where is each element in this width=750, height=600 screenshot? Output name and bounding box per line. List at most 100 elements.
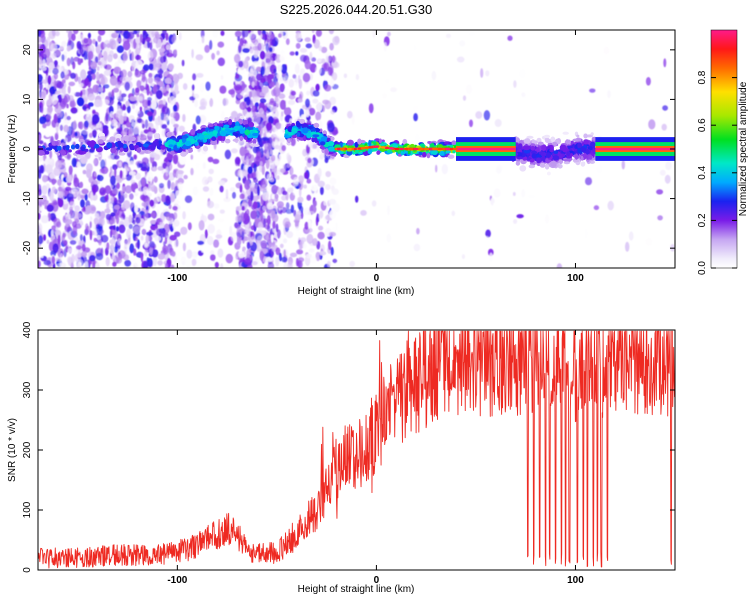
- noise-blob: [157, 166, 164, 171]
- noise-blob: [537, 189, 544, 200]
- noise-blob: [111, 34, 116, 39]
- noise-blob: [217, 218, 225, 223]
- noise-blob: [645, 77, 651, 86]
- ridge-blob: [577, 142, 582, 149]
- noise-blob: [315, 111, 322, 121]
- colorbar-tick-label: 0.4: [697, 165, 708, 179]
- noise-blob: [323, 61, 330, 72]
- noise-blob: [383, 42, 388, 52]
- noise-blob: [493, 201, 500, 208]
- noise-blob: [140, 235, 144, 241]
- noise-blob: [89, 221, 92, 229]
- noise-blob: [69, 206, 73, 212]
- noise-blob: [180, 226, 188, 235]
- ridge-peak: [403, 147, 409, 151]
- noise-blob: [416, 227, 420, 235]
- noise-blob: [332, 258, 338, 264]
- noise-blob: [91, 129, 97, 136]
- noise-blob: [665, 161, 672, 171]
- noise-blob: [259, 50, 266, 60]
- noise-blob: [71, 253, 75, 264]
- noise-blob: [204, 229, 208, 239]
- noise-blob: [483, 110, 491, 121]
- noise-blob: [191, 84, 195, 91]
- noise-blob: [113, 66, 122, 75]
- noise-blob: [150, 99, 157, 110]
- noise-blob: [246, 248, 250, 258]
- ridge-peak: [445, 147, 451, 151]
- noise-blob: [244, 258, 252, 265]
- noise-blob: [109, 203, 113, 209]
- noise-blob: [297, 196, 304, 203]
- noise-blob: [238, 45, 242, 54]
- noise-blob: [295, 226, 301, 231]
- noise-blob: [305, 109, 310, 118]
- noise-blob: [174, 127, 177, 132]
- noise-blob: [204, 44, 210, 53]
- noise-blob: [275, 122, 282, 130]
- noise-blob: [153, 84, 158, 95]
- noise-blob: [90, 61, 98, 69]
- noise-blob: [119, 161, 122, 167]
- noise-blob: [250, 225, 256, 231]
- noise-blob: [156, 193, 162, 202]
- noise-blob: [493, 188, 501, 198]
- noise-blob: [60, 71, 65, 79]
- ridge-blob: [128, 136, 134, 142]
- noise-blob: [209, 187, 214, 196]
- noise-blob: [323, 113, 327, 123]
- noise-blob: [217, 41, 225, 48]
- noise-blob: [306, 90, 311, 96]
- noise-blob: [131, 121, 137, 128]
- noise-blob: [252, 61, 260, 66]
- noise-blob: [129, 243, 135, 254]
- noise-blob: [173, 104, 178, 112]
- noise-blob: [51, 94, 58, 105]
- noise-blob: [50, 88, 54, 97]
- noise-blob: [207, 223, 215, 234]
- noise-blob: [46, 204, 54, 212]
- noise-blob: [122, 53, 128, 62]
- noise-blob: [382, 92, 387, 99]
- noise-blob: [280, 111, 284, 117]
- ridge-blob: [233, 125, 241, 130]
- ridge-blob: [553, 150, 559, 154]
- noise-blob: [156, 228, 163, 237]
- noise-blob: [264, 253, 272, 257]
- noise-blob: [242, 168, 245, 179]
- noise-blob: [38, 30, 42, 38]
- snr-xtick-label: 100: [567, 575, 584, 586]
- noise-blob: [143, 211, 149, 221]
- noise-blob: [317, 180, 325, 188]
- ridge-blob: [552, 141, 558, 147]
- noise-blob: [134, 70, 142, 78]
- noise-blob: [69, 102, 75, 108]
- noise-blob: [241, 205, 245, 211]
- noise-blob: [65, 216, 69, 227]
- noise-blob: [51, 52, 57, 59]
- noise-blob: [303, 184, 307, 189]
- noise-blob: [146, 171, 154, 182]
- noise-blob: [230, 110, 238, 120]
- noise-blob: [164, 77, 172, 84]
- noise-blob: [145, 234, 149, 245]
- noise-blob: [252, 201, 258, 210]
- noise-blob: [344, 33, 352, 43]
- noise-blob: [451, 210, 456, 217]
- noise-blob: [235, 99, 241, 105]
- noise-blob: [157, 253, 165, 260]
- ridge-blob: [144, 150, 149, 154]
- noise-blob: [507, 35, 513, 41]
- noise-blob: [68, 45, 72, 51]
- noise-blob: [329, 177, 337, 185]
- noise-blob: [81, 251, 87, 258]
- noise-blob: [157, 260, 163, 266]
- noise-blob: [125, 122, 133, 128]
- noise-blob: [57, 234, 61, 245]
- ridge-blob: [439, 150, 445, 156]
- noise-blob: [98, 99, 103, 107]
- noise-blob: [294, 110, 299, 119]
- noise-blob: [128, 115, 135, 123]
- noise-blob: [235, 80, 243, 87]
- ridge-blob: [56, 145, 62, 151]
